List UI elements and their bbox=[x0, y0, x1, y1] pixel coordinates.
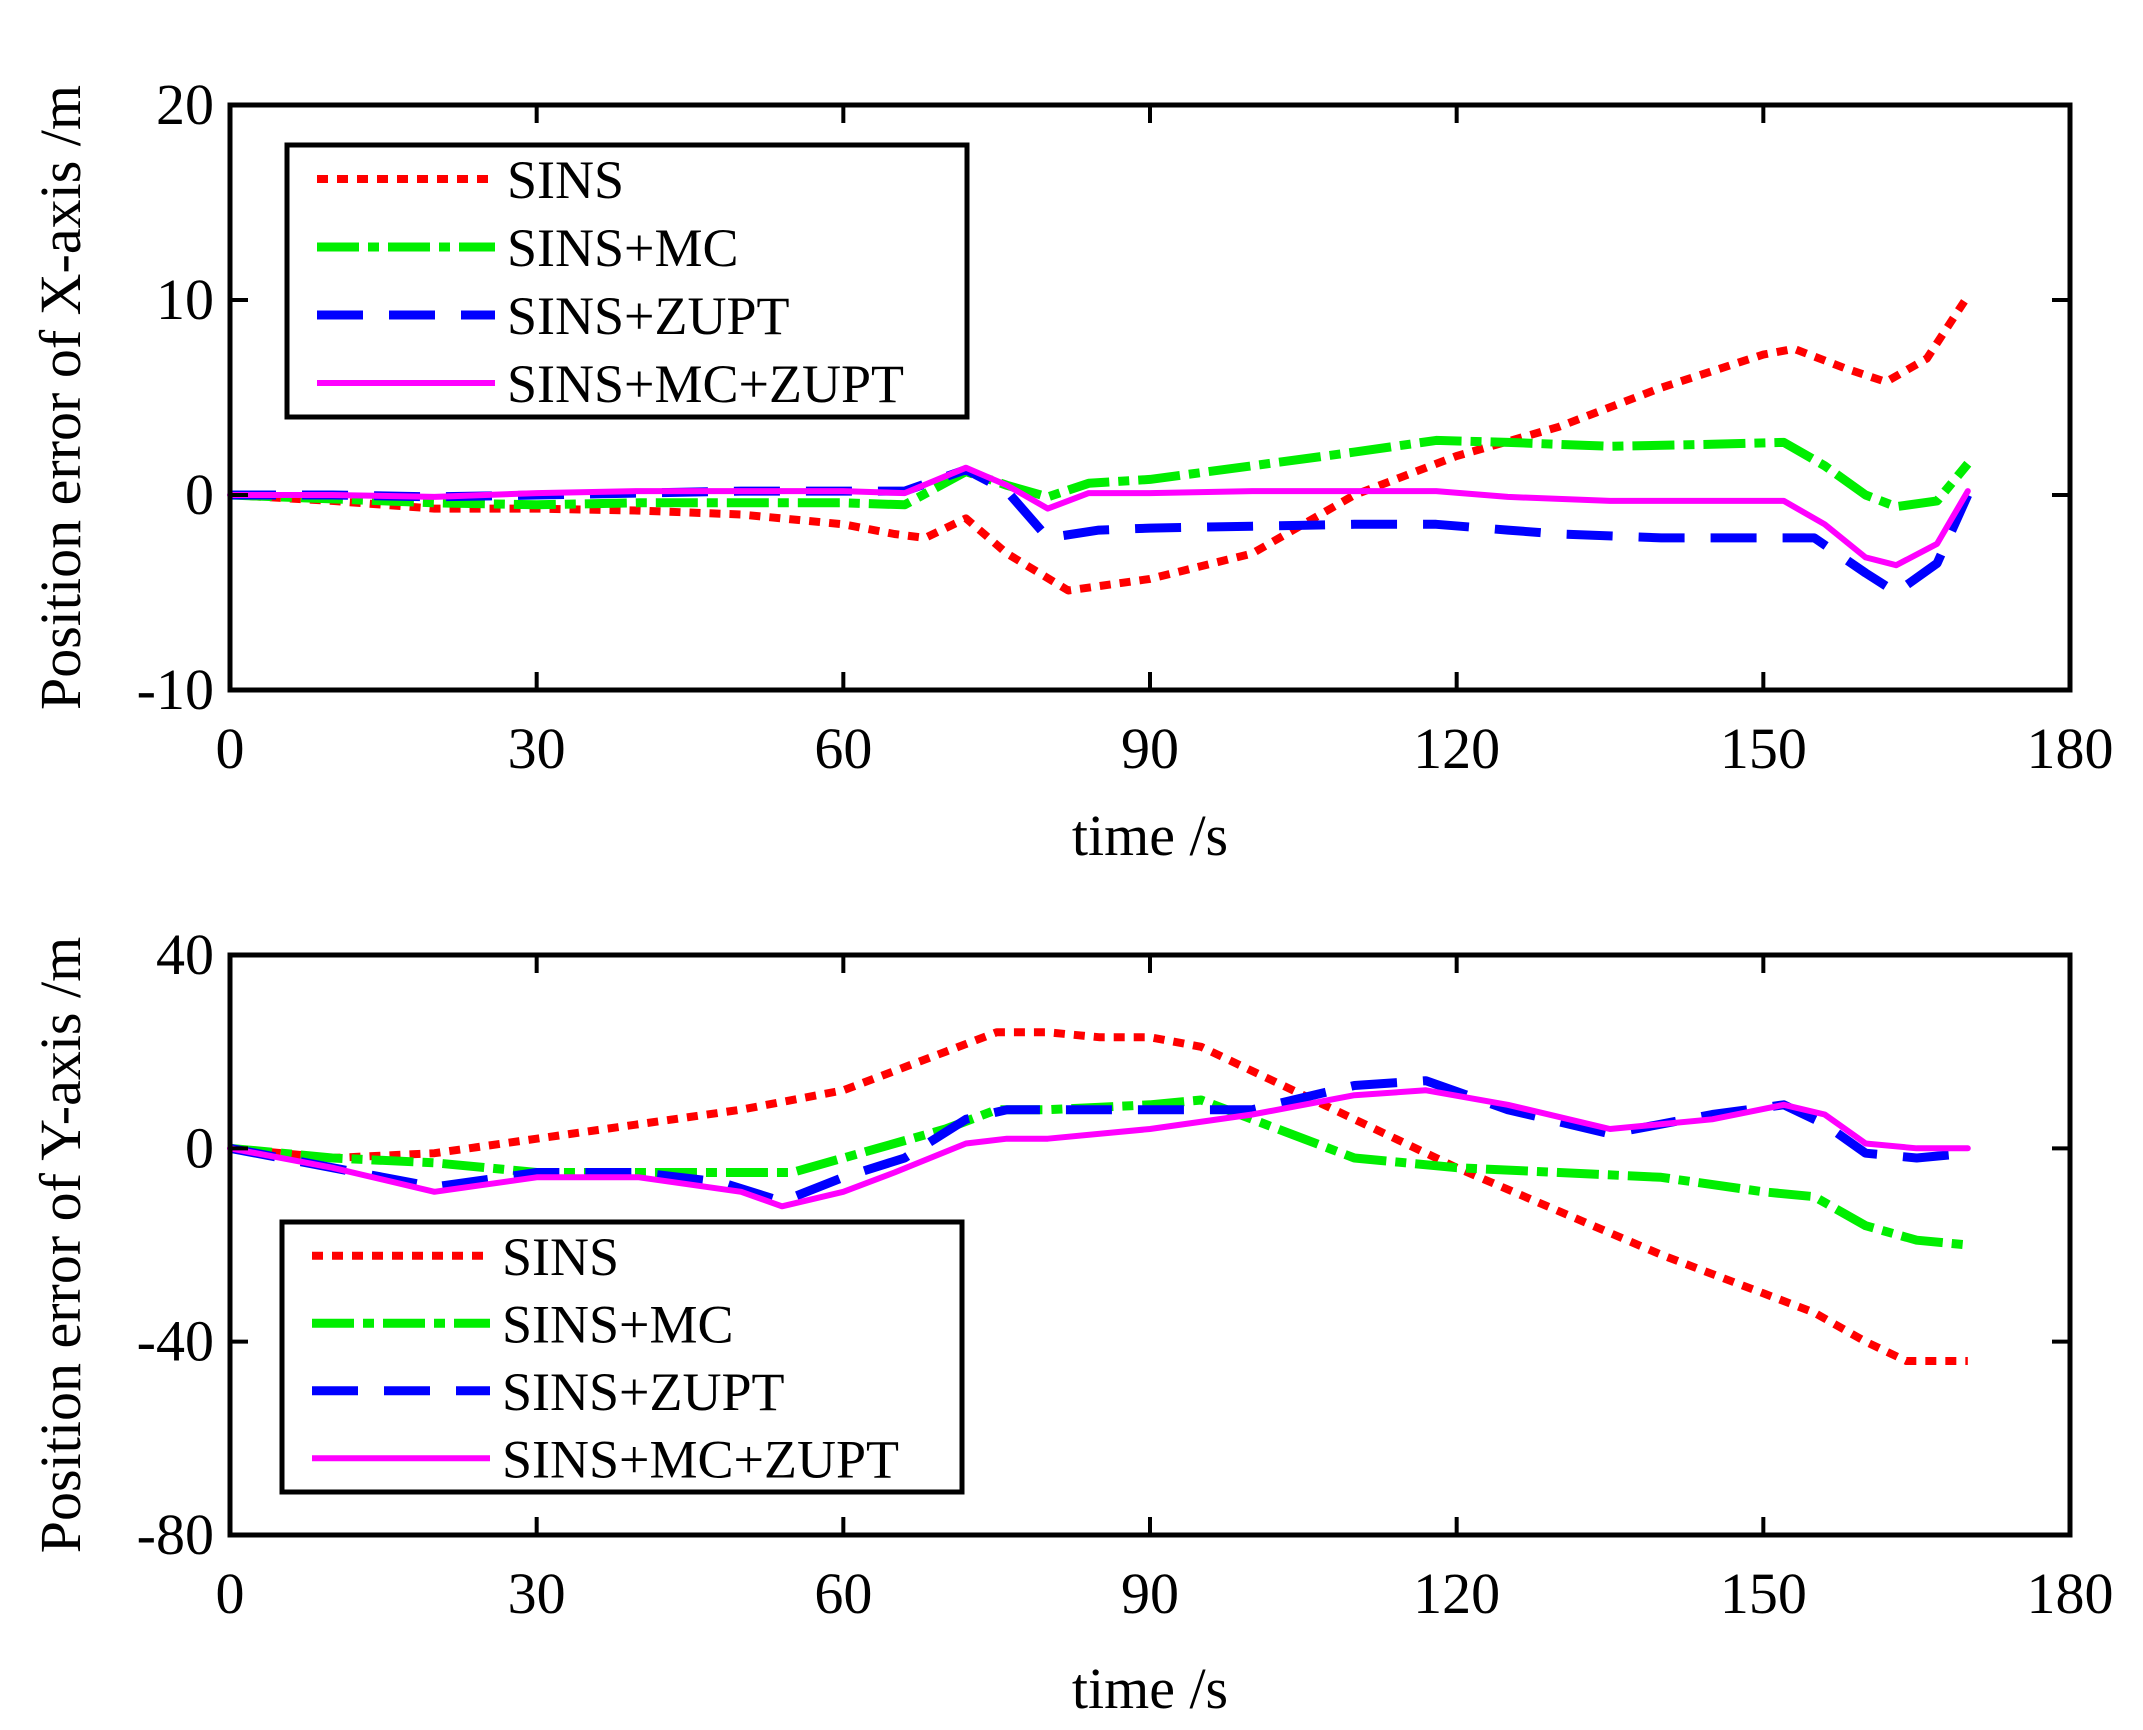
legend: SINS SINS+MC SINS+ZUPT SINS+MC+ZUPT bbox=[279, 1219, 965, 1495]
legend-label-sins-mc-zupt: SINS+MC+ZUPT bbox=[502, 1429, 899, 1489]
y-tick-label: -40 bbox=[137, 1309, 214, 1374]
legend-label-sins-zupt: SINS+ZUPT bbox=[502, 1362, 785, 1422]
legend-label-sins-mc-zupt: SINS+MC+ZUPT bbox=[507, 354, 904, 414]
y-tick-label: 0 bbox=[185, 462, 214, 527]
x-axis-label: time /s bbox=[1072, 803, 1228, 868]
y-axis-label: Position error of X-axis /m bbox=[28, 85, 93, 710]
y-axis-label: Position error of Y-axis /m bbox=[28, 937, 93, 1553]
legend-label-sins-mc: SINS+MC bbox=[507, 218, 739, 278]
x-tick-label: 180 bbox=[2027, 716, 2114, 781]
legend-label-sins: SINS bbox=[507, 150, 624, 210]
y-axis-error-chart: 0 30 60 90 120 150 180 -80 -40 0 40 time /s Position… bbox=[28, 922, 2114, 1721]
x-tick-label: 90 bbox=[1121, 716, 1179, 781]
x-tick-label: 180 bbox=[2027, 1561, 2114, 1626]
series-line-sins bbox=[229, 1028, 1968, 1365]
series-line-sins-mc-zupt bbox=[227, 1087, 1971, 1210]
x-tick-label: 90 bbox=[1121, 1561, 1179, 1626]
series-line-sins-mc bbox=[229, 435, 1972, 512]
x-tick-label: 30 bbox=[508, 716, 566, 781]
legend-label-sins: SINS bbox=[502, 1227, 619, 1287]
legend-label-sins-mc: SINS+MC bbox=[502, 1294, 734, 1354]
y-tick-label: 10 bbox=[156, 267, 214, 332]
legend-box bbox=[284, 142, 970, 420]
legend-label-sins-zupt: SINS+ZUPT bbox=[507, 286, 790, 346]
series-line-sins bbox=[229, 293, 1972, 595]
y-tick-label: -80 bbox=[137, 1502, 214, 1567]
y-tick-label: 0 bbox=[185, 1115, 214, 1180]
series-line-sins-zupt bbox=[230, 465, 1972, 597]
y-tick-label: -10 bbox=[137, 657, 214, 722]
x-tick-label: 150 bbox=[1720, 1561, 1807, 1626]
x-axis-label: time /s bbox=[1072, 1656, 1228, 1721]
x-tick-label: 60 bbox=[814, 716, 872, 781]
x-tick-label: 120 bbox=[1413, 716, 1500, 781]
x-tick-label: 120 bbox=[1413, 1561, 1500, 1626]
y-tick-label: 40 bbox=[156, 922, 214, 987]
series-line-sins-mc-zupt bbox=[227, 464, 1971, 569]
x-tick-label: 30 bbox=[508, 1561, 566, 1626]
x-tick-label: 150 bbox=[1720, 716, 1807, 781]
x-tick-label: 0 bbox=[216, 716, 245, 781]
x-tick-label: 60 bbox=[814, 1561, 872, 1626]
legend-box bbox=[279, 1219, 965, 1495]
y-tick-label: 20 bbox=[156, 72, 214, 137]
legend: SINS SINS+MC SINS+ZUPT SINS+MC+ZUPT bbox=[284, 142, 970, 420]
x-tick-label: 0 bbox=[216, 1561, 245, 1626]
